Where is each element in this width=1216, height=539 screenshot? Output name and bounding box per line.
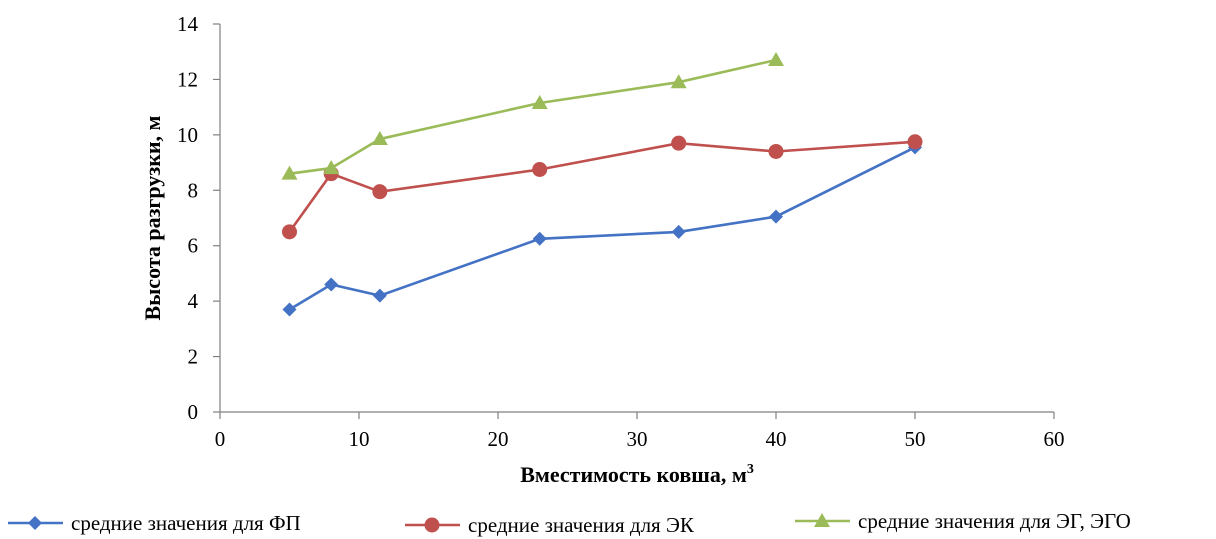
y-tick-label: 6 (188, 234, 199, 258)
data-point (532, 231, 547, 246)
data-point (372, 288, 387, 303)
data-point (282, 224, 297, 240)
legend-item: средние значения для ФП (8, 511, 301, 535)
legend-marker (424, 517, 440, 533)
legend-marker (814, 513, 830, 527)
x-axis-title-superscript: 3 (747, 462, 754, 477)
data-point (532, 162, 548, 177)
data-point (282, 302, 297, 317)
series-line (289, 58, 777, 175)
series-3 (281, 52, 784, 180)
x-tick-label: 10 (349, 427, 370, 451)
legend-label: средние значения для ЭК (468, 513, 695, 537)
data-point (768, 52, 784, 67)
series-1 (282, 140, 922, 317)
data-point (769, 209, 783, 224)
x-axis-title-text: Вместимость ковша, м (520, 462, 747, 487)
x-tick-label: 20 (488, 427, 509, 451)
y-tick-label: 12 (177, 67, 198, 91)
x-tick-label: 0 (215, 427, 226, 451)
legend: средние значения для ФП средние значения … (8, 509, 1131, 537)
data-point (324, 277, 339, 292)
y-tick-label: 0 (188, 400, 199, 424)
data-point (670, 74, 687, 89)
x-axis-title: Вместимость ковша, м3 (520, 462, 754, 487)
data-point (323, 160, 340, 175)
data-point (768, 143, 784, 159)
series-2 (282, 134, 923, 240)
series-line (288, 146, 916, 311)
y-axis-title: Высота разгрузки, м (140, 115, 165, 320)
x-axis-ticks: 0 10 20 30 40 50 60 (215, 412, 1065, 451)
x-tick-label: 50 (905, 427, 926, 451)
data-point (372, 184, 388, 200)
y-tick-label: 14 (177, 12, 199, 36)
data-point (671, 135, 687, 151)
y-tick-label: 8 (188, 178, 199, 202)
y-tick-label: 4 (188, 289, 199, 313)
x-tick-label: 30 (627, 427, 648, 451)
legend-label: средние значения для ФП (71, 511, 301, 535)
y-tick-label: 2 (188, 345, 199, 369)
y-tick-label: 10 (177, 123, 198, 147)
series-layer (281, 52, 923, 317)
legend-item: средние значения для ЭК (405, 513, 695, 537)
legend-label: средние значения для ЭГ, ЭГО (858, 509, 1131, 533)
data-point (907, 134, 923, 150)
x-tick-label: 40 (766, 427, 787, 451)
legend-marker (28, 516, 42, 530)
data-point (671, 224, 686, 239)
x-tick-label: 60 (1044, 427, 1065, 451)
legend-item: средние значения для ЭГ, ЭГО (795, 509, 1131, 533)
data-point (371, 131, 388, 146)
y-axis-ticks: 0 2 4 6 8 10 12 14 (177, 12, 220, 424)
data-point (531, 94, 548, 109)
data-point (281, 165, 298, 180)
